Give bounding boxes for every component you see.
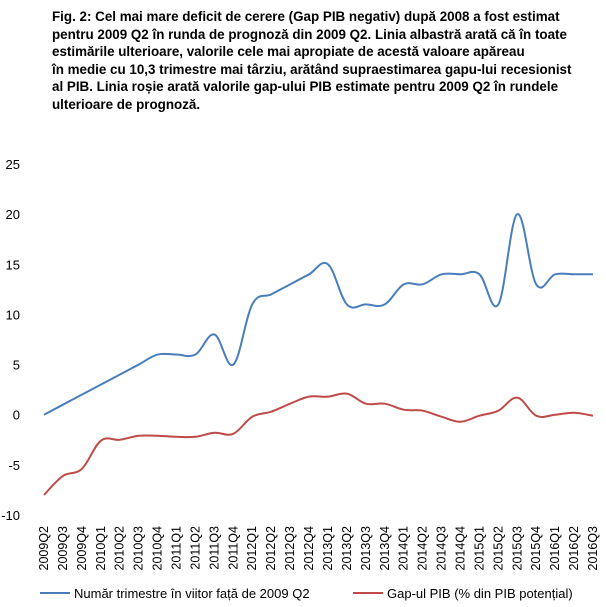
x-tick-label: 2015Q3 — [510, 526, 524, 571]
x-tick-label: 2013Q4 — [378, 526, 392, 571]
x-tick-label: 2013Q1 — [321, 526, 335, 571]
x-tick-label: 2010Q4 — [151, 526, 165, 571]
x-tick-label: 2016Q3 — [586, 526, 600, 571]
series-line-blue — [43, 213, 593, 416]
x-axis: 2009Q2 2009Q3 2009Q4 2010Q1 2010Q2 2010Q3 2010… — [37, 526, 600, 571]
x-tick-label: 2012Q4 — [302, 526, 316, 571]
legend-label-red: Gap-ul PIB (% din PIB potențial) — [387, 586, 573, 601]
y-tick-label: 20 — [6, 207, 20, 222]
x-tick-label: 2009Q3 — [56, 526, 70, 571]
y-tick-label: 10 — [6, 307, 20, 322]
caption-line: estimările ulterioare, valorile cele mai… — [52, 44, 525, 60]
x-tick-label: 2012Q2 — [264, 526, 278, 571]
caption-line: pentru 2009 Q2 în runda de prognoză din … — [52, 26, 567, 42]
x-tick-label: 2015Q1 — [472, 526, 486, 571]
x-tick-label: 2010Q3 — [132, 526, 146, 571]
y-tick-label: -5 — [8, 458, 20, 473]
x-tick-label: 2010Q2 — [113, 526, 127, 571]
y-tick-label: 0 — [13, 408, 20, 423]
x-tick-label: 2012Q1 — [245, 526, 259, 571]
x-tick-label: 2011Q4 — [226, 526, 240, 570]
x-tick-label: 2013Q2 — [340, 526, 354, 571]
y-tick-label: 25 — [6, 157, 20, 172]
y-axis: -10 -5 0 5 10 15 20 25 — [1, 157, 20, 523]
x-tick-label: 2014Q4 — [453, 526, 467, 571]
y-tick-label: -10 — [1, 508, 20, 523]
legend: Număr trimestre în viitor față de 2009 Q… — [40, 586, 573, 601]
x-tick-label: 2016Q1 — [548, 526, 562, 571]
x-tick-label: 2011Q2 — [188, 526, 202, 570]
caption-line: al PIB. Linia roșie arată valorile gap-u… — [52, 79, 559, 95]
x-tick-label: 2012Q3 — [283, 526, 297, 571]
x-tick-label: 2009Q2 — [37, 526, 51, 571]
figure-caption: Fig. 2: Cel mai mare deficit de cerere (… — [52, 8, 600, 114]
y-tick-label: 5 — [13, 358, 20, 373]
x-tick-label: 2011Q3 — [207, 526, 221, 570]
x-tick-label: 2015Q4 — [529, 526, 543, 571]
x-tick-label: 2010Q1 — [94, 526, 108, 571]
x-tick-label: 2015Q2 — [491, 526, 505, 571]
y-tick-label: 15 — [6, 257, 20, 272]
x-tick-label: 2013Q3 — [359, 526, 373, 571]
series-lines — [43, 213, 594, 496]
x-tick-label: 2014Q1 — [397, 526, 411, 571]
x-tick-label: 2009Q4 — [75, 526, 89, 571]
x-tick-label: 2014Q2 — [416, 526, 430, 571]
x-tick-label: 2014Q3 — [435, 526, 449, 571]
legend-label-blue: Număr trimestre în viitor față de 2009 Q… — [74, 586, 310, 601]
caption-line: ulterioare de prognoză. — [52, 96, 201, 112]
x-tick-label: 2011Q1 — [170, 526, 184, 570]
series-line-red — [43, 392, 594, 496]
caption-line: Fig. 2: Cel mai mare deficit de cerere (… — [52, 9, 560, 24]
x-tick-label: 2016Q2 — [567, 526, 581, 571]
caption-line: în medie cu 10,3 trimestre mai târziu, a… — [52, 61, 572, 77]
